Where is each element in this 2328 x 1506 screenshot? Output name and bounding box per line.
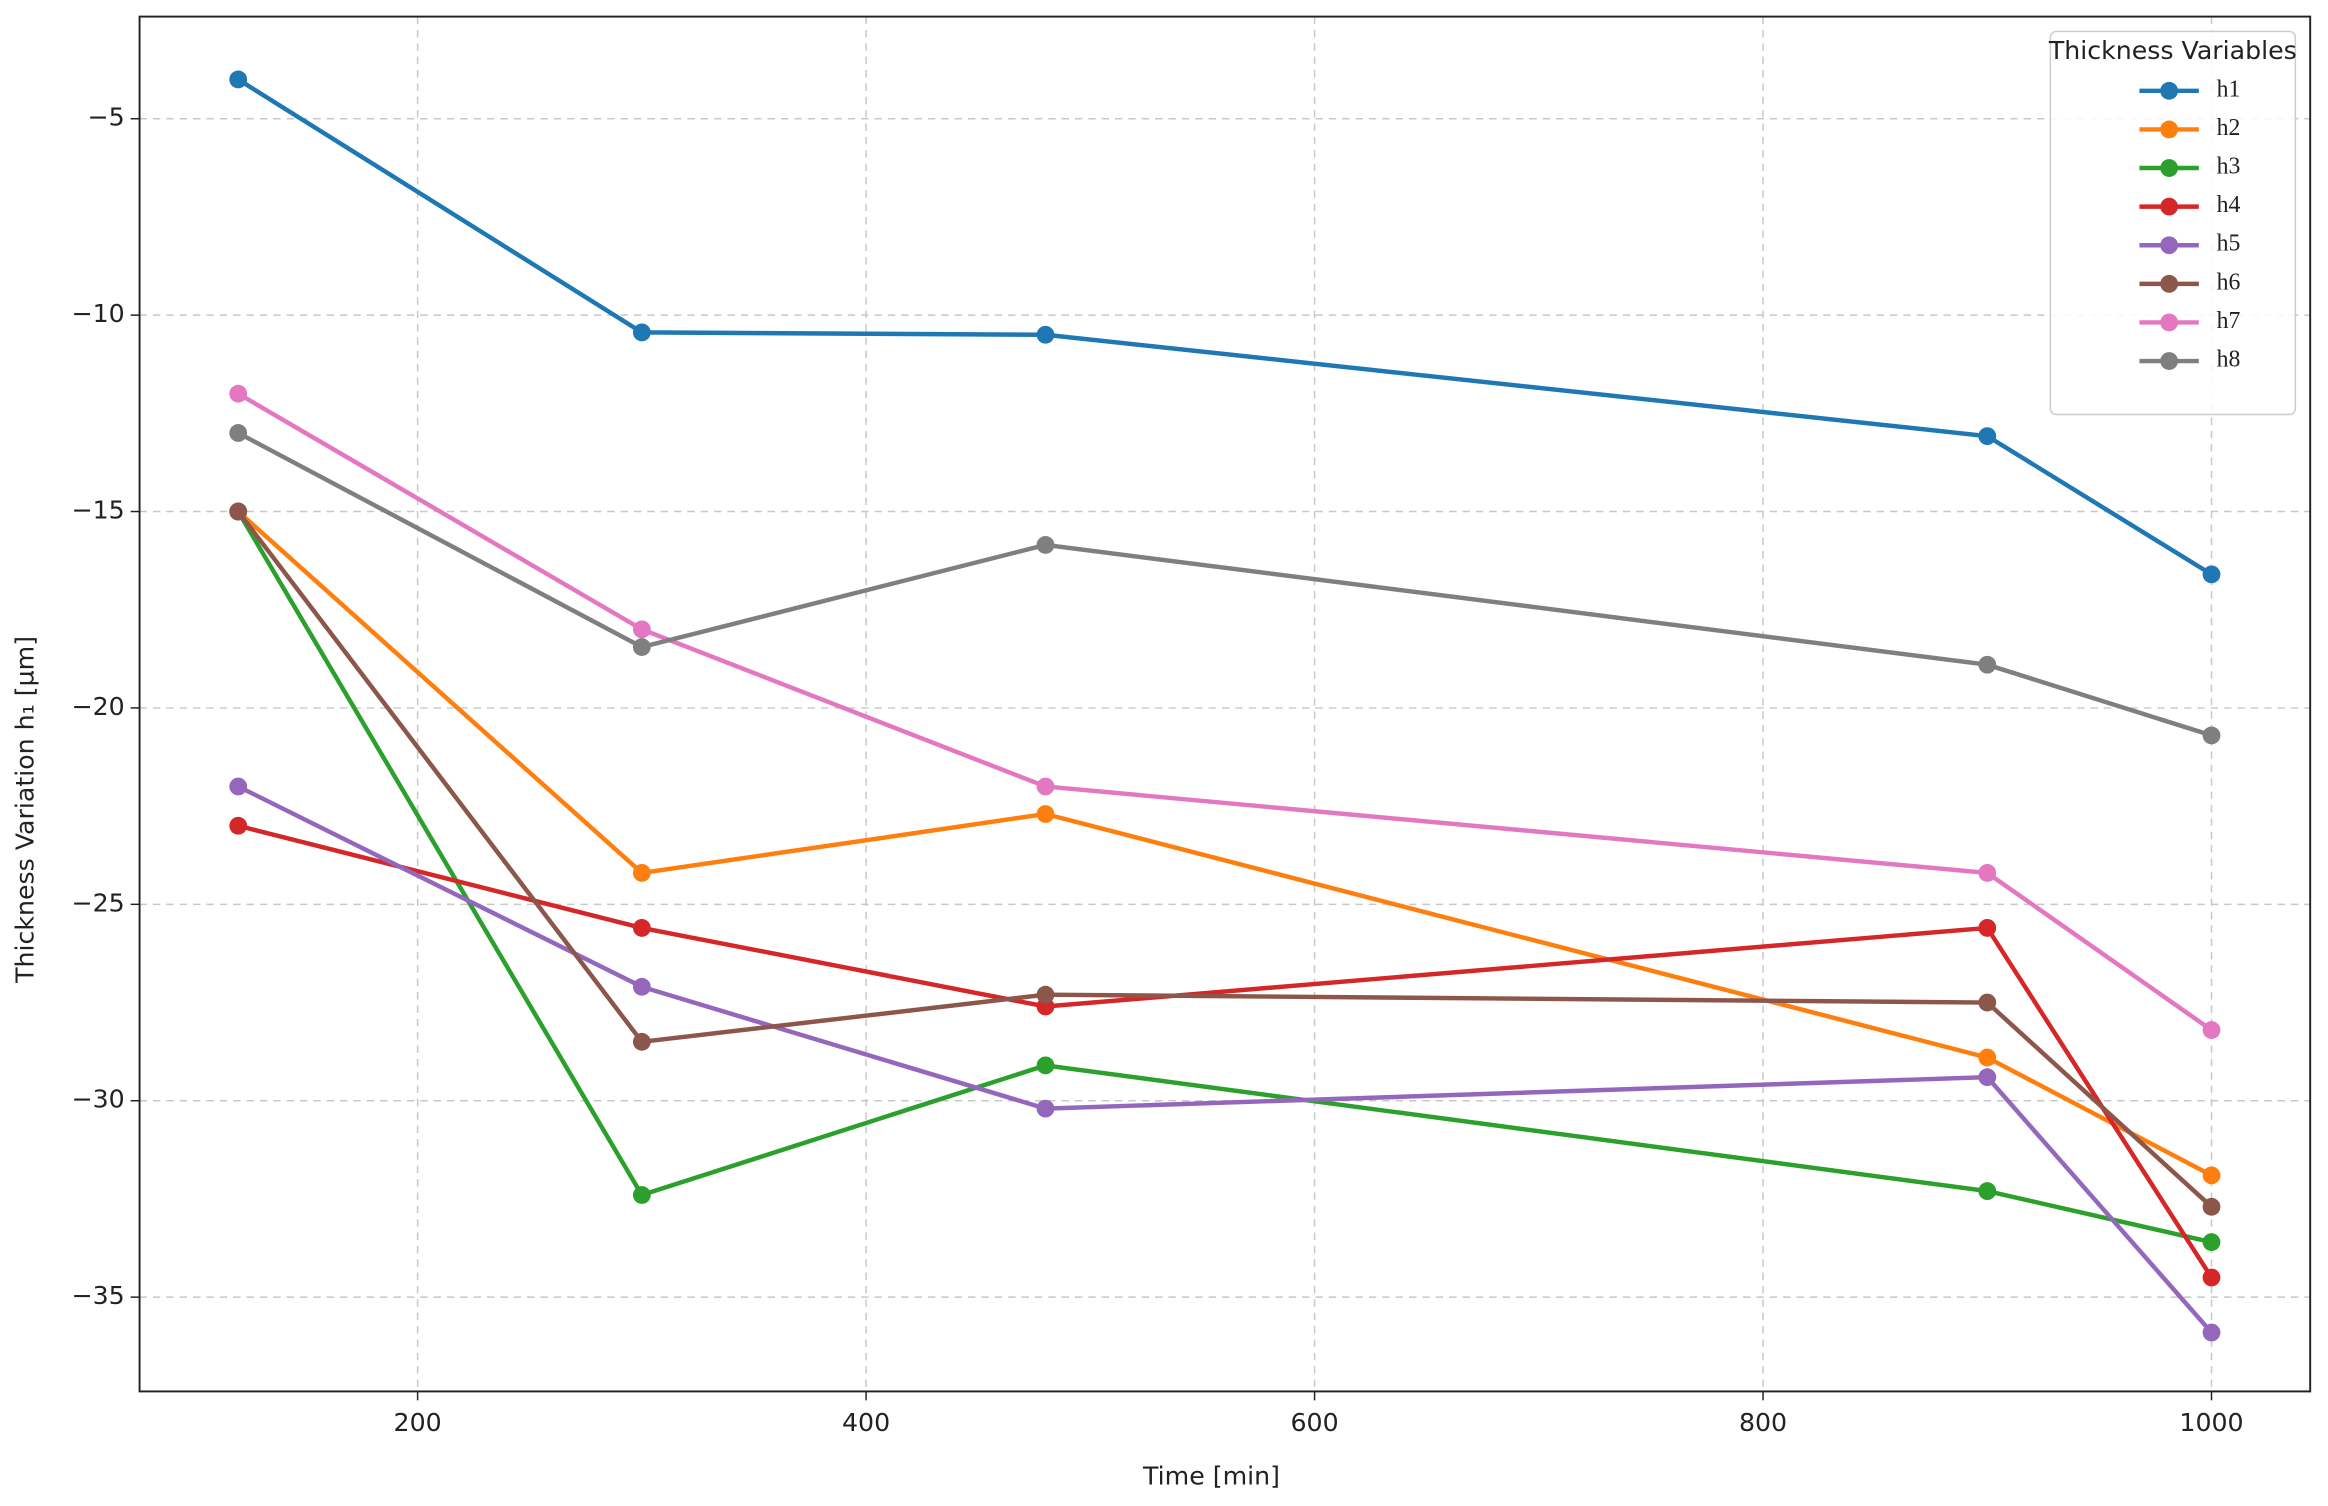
data-point xyxy=(2202,726,2221,745)
data-point xyxy=(1978,1048,1997,1067)
data-point xyxy=(229,424,248,442)
data-point xyxy=(229,70,248,89)
legend-label: h7 xyxy=(2217,308,2241,334)
data-point xyxy=(1036,805,1055,823)
plot-frame xyxy=(138,15,2312,1393)
data-point xyxy=(1978,655,1997,674)
data-point xyxy=(632,323,651,342)
data-point xyxy=(1978,427,1997,446)
legend-marker xyxy=(2160,352,2179,370)
data-point xyxy=(632,1186,651,1204)
legend-marker xyxy=(2160,236,2179,255)
data-point xyxy=(229,816,248,835)
legend-marker xyxy=(2160,81,2179,100)
x-tick-label: 800 xyxy=(1739,1408,1787,1437)
data-point xyxy=(632,638,651,656)
data-point xyxy=(2202,1021,2221,1039)
y-tick-label: −20 xyxy=(71,692,124,721)
legend-label: h1 xyxy=(2217,76,2241,102)
x-tick-label: 600 xyxy=(1290,1408,1338,1437)
data-point xyxy=(1036,777,1055,796)
series-line xyxy=(237,77,2213,577)
legend-label: h3 xyxy=(2217,153,2241,179)
x-tick-label: 200 xyxy=(394,1408,442,1437)
y-tick-label: −35 xyxy=(71,1281,124,1310)
legend-title: Thickness Variables xyxy=(2048,36,2297,65)
data-point xyxy=(229,777,248,796)
y-tick-label: −15 xyxy=(71,496,124,525)
series-line xyxy=(236,510,2213,1245)
legend-label: h5 xyxy=(2217,231,2241,257)
data-point xyxy=(1036,536,1055,554)
series-line xyxy=(237,823,2214,1279)
data-point xyxy=(1036,325,1055,344)
data-point xyxy=(2202,1197,2221,1216)
data-point xyxy=(632,977,651,996)
data-point xyxy=(1036,1099,1055,1118)
data-point xyxy=(632,918,651,937)
data-point xyxy=(1978,1068,1997,1087)
y-tick-label: −30 xyxy=(71,1085,124,1114)
legend-label: h6 xyxy=(2217,269,2241,295)
x-axis-label: Time [min] xyxy=(1142,1462,1280,1491)
legend-label: h2 xyxy=(2217,115,2241,141)
legend-label: h4 xyxy=(2217,192,2241,218)
x-tick-label: 400 xyxy=(842,1408,890,1437)
legend-label: h8 xyxy=(2217,346,2241,372)
data-point xyxy=(632,620,651,639)
data-point xyxy=(2202,1166,2221,1185)
data-point xyxy=(1978,864,1997,882)
data-point xyxy=(1978,918,1997,937)
data-point xyxy=(229,384,248,403)
data-point xyxy=(229,502,248,521)
legend-marker xyxy=(2160,197,2179,216)
legend-marker xyxy=(2160,159,2179,177)
series-line xyxy=(236,509,2213,1178)
data-point xyxy=(632,1032,651,1051)
y-tick-label: −5 xyxy=(88,103,125,132)
x-tick-label: 1000 xyxy=(2179,1408,2243,1437)
y-axis-label: Thickness Variation h₁ [µm] xyxy=(11,636,40,984)
data-point xyxy=(1036,1056,1055,1075)
data-point xyxy=(2202,1233,2221,1252)
y-tick-label: −10 xyxy=(71,299,124,328)
data-point xyxy=(2202,1323,2221,1342)
series-line xyxy=(237,431,2213,738)
data-point xyxy=(632,864,651,882)
legend-marker xyxy=(2160,120,2179,139)
data-point xyxy=(1978,993,1997,1012)
legend-marker xyxy=(2160,274,2179,293)
data-point xyxy=(1036,985,1055,1004)
data-point xyxy=(1978,1182,1997,1200)
y-tick-label: −25 xyxy=(71,888,124,917)
data-point xyxy=(2202,1268,2221,1287)
legend-box xyxy=(2049,30,2297,416)
data-point xyxy=(2202,565,2221,584)
legend: Thickness Variables h1 h2 h3 h4 h5 h6 h7 h8 xyxy=(2048,30,2297,416)
legend-marker xyxy=(2160,313,2179,332)
